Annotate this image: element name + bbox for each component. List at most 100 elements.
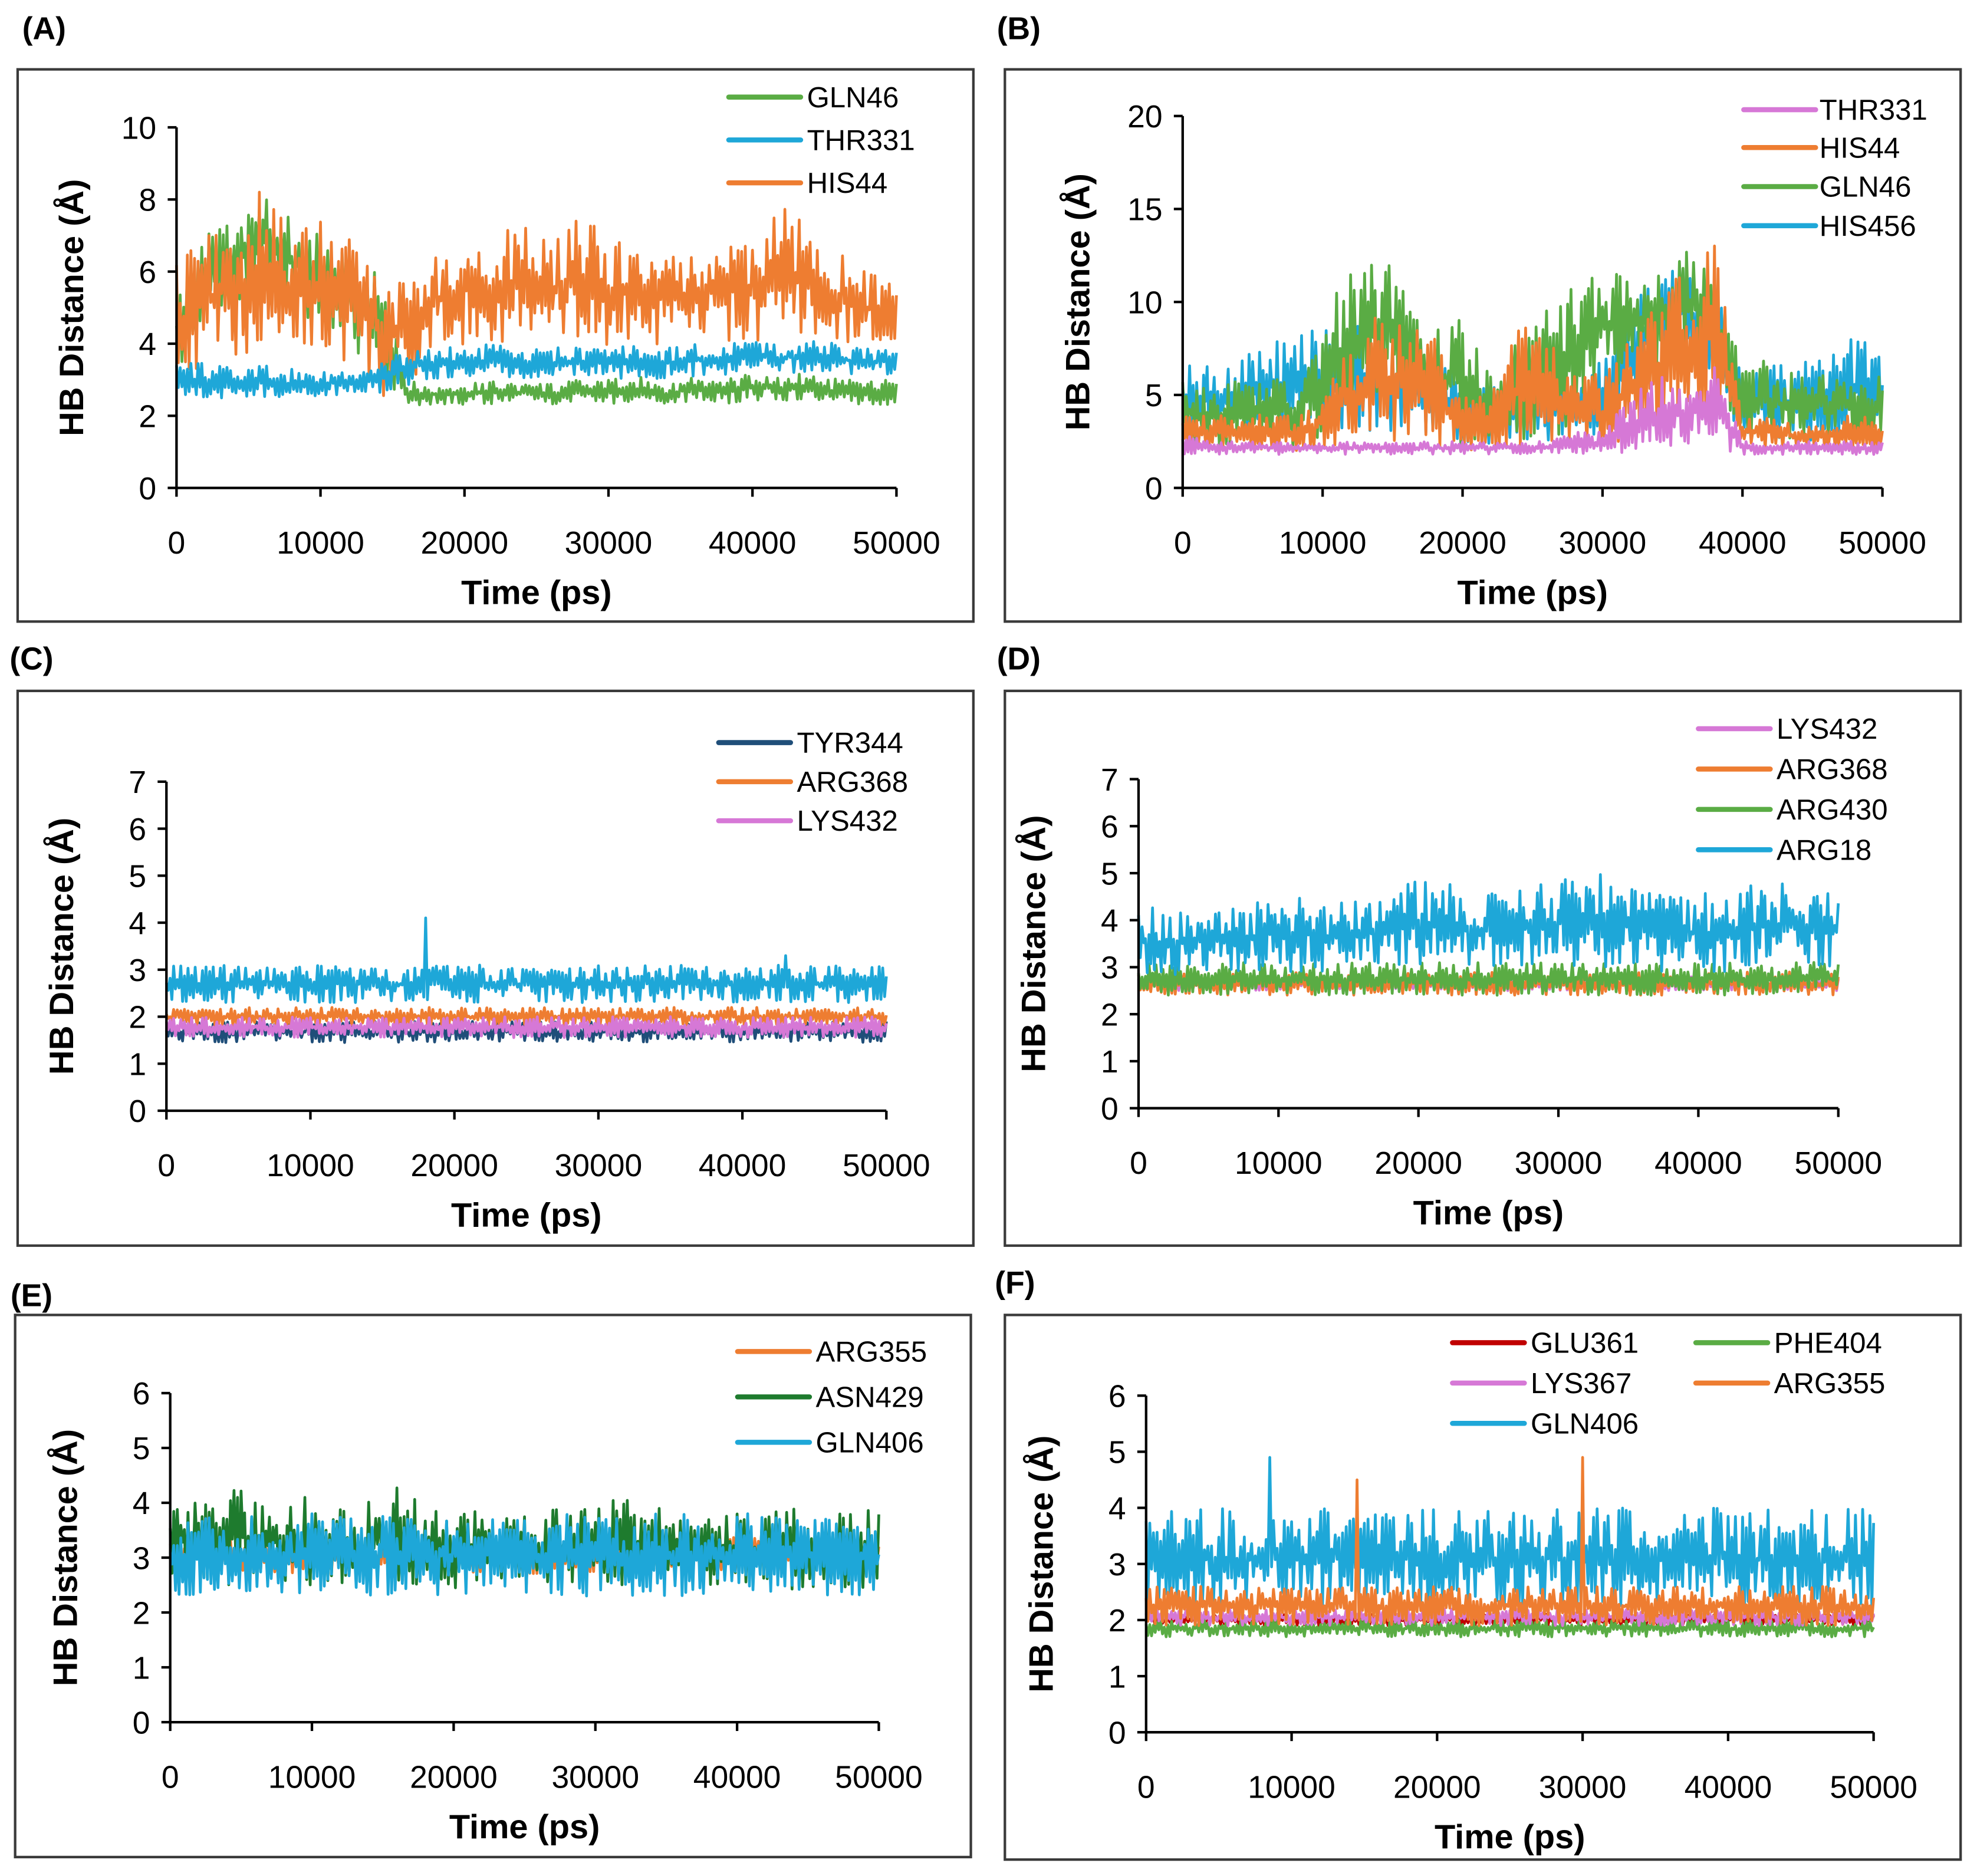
series-group [1181,244,1884,456]
x-tick-label: 10000 [268,1760,356,1795]
x-tick-label: 50000 [853,526,940,561]
x-tick-label: 0 [168,526,186,561]
series-line-arg355 [1144,1456,1875,1627]
legend: ARG355 ASN429 GLN406 [735,1336,927,1459]
series-line-thr331 [175,340,898,400]
series-line-gln406 [1144,1456,1876,1610]
y-axis-title: HB Distance (Å) [47,1429,84,1686]
panel-label: (B) [997,11,1041,46]
x-axis-title: Time (ps) [449,1808,600,1846]
x-tick-label: 10000 [277,526,364,561]
legend-label: GLN46 [807,81,899,114]
x-tick-label: 0 [1174,526,1192,561]
y-tick-label: 10 [121,111,156,146]
x-tick-label: 30000 [1515,1146,1603,1181]
x-tick-label: 40000 [1685,1770,1772,1805]
legend-label: PHE404 [1774,1327,1882,1360]
legend: LYS432 ARG368 ARG430 ARG18 [1696,713,1888,866]
x-tick-label: 50000 [1838,526,1926,561]
x-tick-label: 10000 [1235,1146,1323,1181]
y-tick-label: 6 [133,1377,150,1411]
y-tick-label: 5 [133,1431,150,1466]
x-tick-label: 40000 [709,526,797,561]
x-tick-label: 50000 [843,1148,930,1183]
y-tick-label: 7 [1101,763,1119,798]
x-tick-label: 30000 [1539,1770,1627,1805]
x-tick-label: 20000 [410,1760,498,1795]
x-tick-label: 0 [1130,1146,1147,1181]
panel-label: (F) [995,1266,1035,1301]
x-tick-label: 50000 [1830,1770,1917,1805]
legend-label: ARG18 [1777,834,1871,866]
panel-b: (B) 0 10000 20000 30000 40000 50000 0 5 10 15 20 Tim… [997,11,1962,623]
legend-label: ARG368 [797,766,908,798]
x-tick-label: 0 [157,1148,175,1183]
legend-label: ARG368 [1777,753,1888,786]
x-axis-title: Time (ps) [451,1197,602,1235]
panel-frame [1004,68,1962,623]
legend-label: ARG430 [1777,794,1888,826]
y-tick-label: 4 [1101,904,1119,939]
series-line-his44 [175,190,898,397]
legend-label: TYR344 [797,727,903,759]
panel-label: (D) [997,642,1041,677]
legend-label: ARG355 [816,1336,927,1368]
y-tick-label: 4 [1108,1492,1126,1526]
y-tick-label: 3 [1101,951,1119,986]
y-tick-label: 2 [1108,1604,1126,1638]
x-axis-title: Time (ps) [1413,1194,1564,1232]
x-tick-label: 0 [162,1760,179,1795]
series-line-arg18 [1137,873,1840,976]
x-axis-title: Time (ps) [1435,1818,1585,1856]
series-group [175,190,898,407]
legend-label: HIS44 [807,167,888,199]
y-tick-label: 5 [1108,1436,1126,1470]
x-tick-label: 50000 [1794,1146,1882,1181]
y-tick-label: 1 [129,1047,146,1082]
y-tick-label: 2 [129,1000,146,1035]
y-axis-title: HB Distance (Å) [1015,815,1053,1072]
series-line-thr331 [1181,366,1884,456]
legend-label: GLN406 [816,1426,924,1459]
legend-label: LYS367 [1531,1367,1631,1400]
series-line-gln406 [169,1512,880,1598]
x-tick-label: 40000 [699,1148,787,1183]
x-tick-label: 20000 [420,526,508,561]
legend-label: GLN406 [1531,1407,1639,1440]
x-tick-label: 20000 [1393,1770,1481,1805]
series-line-his44 [1181,244,1884,452]
series-line-lys432 [165,1015,888,1039]
legend-label: HIS456 [1820,210,1916,242]
y-tick-label: 8 [139,183,156,218]
y-tick-label: 2 [139,400,156,435]
y-axis-title: HB Distance (Å) [1023,1436,1061,1693]
panel-frame [1004,1314,1962,1861]
panel-d: (D) 0 10000 20000 30000 40000 50000 0 1 2 3 4 5 6 7 Tim… [997,642,1962,1247]
y-tick-label: 0 [1101,1092,1119,1127]
y-tick-label: 1 [1101,1045,1119,1079]
x-tick-label: 40000 [1654,1146,1742,1181]
legend-label: ASN429 [816,1381,924,1413]
y-tick-label: 5 [1101,857,1119,891]
x-tick-label: 30000 [1559,526,1647,561]
x-tick-label: 10000 [1279,526,1367,561]
series-group [169,1486,880,1598]
y-tick-label: 3 [129,953,146,988]
y-tick-label: 2 [133,1596,150,1631]
y-tick-label: 2 [1101,998,1119,1032]
x-tick-label: 50000 [835,1760,923,1795]
y-tick-label: 0 [139,472,156,506]
y-tick-label: 0 [129,1094,146,1129]
panel-f: (F) 0 10000 20000 30000 40000 50000 0 1 2 3 4 5 6 Time… [995,1266,1962,1861]
legend-label: LYS432 [1777,713,1877,745]
y-tick-label: 3 [1108,1548,1126,1582]
y-axis-title: HB Distance (Å) [43,818,81,1075]
x-tick-label: 20000 [1419,526,1506,561]
legend-label: GLN46 [1820,171,1912,203]
y-tick-label: 6 [139,255,156,290]
y-tick-label: 0 [1145,472,1163,506]
legend-label: GLU361 [1531,1327,1639,1360]
y-tick-label: 20 [1127,100,1162,134]
y-tick-label: 0 [133,1706,150,1740]
